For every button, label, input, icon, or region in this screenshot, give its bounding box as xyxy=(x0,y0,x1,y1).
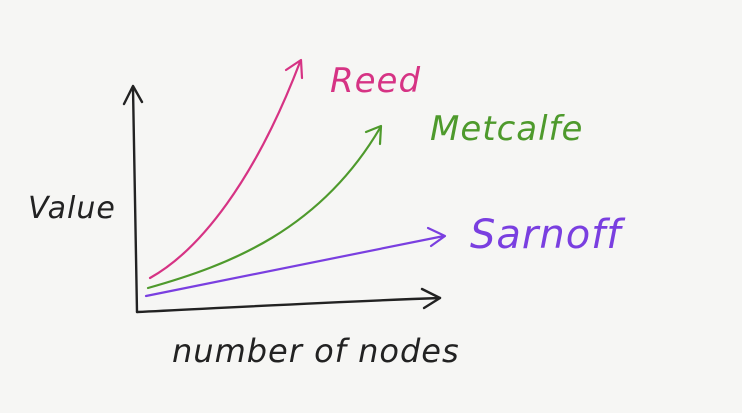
reed-label: Reed xyxy=(330,61,421,101)
x-axis-label: number of nodes xyxy=(172,332,460,370)
sarnoff-label: Sarnoff xyxy=(470,212,626,258)
y-axis-arrowhead xyxy=(122,84,144,106)
sarnoff-curve xyxy=(144,234,446,298)
y-axis-label: Value xyxy=(28,191,116,226)
metcalfe-curve xyxy=(146,126,382,290)
reed-arrowhead xyxy=(284,58,304,80)
metcalfe-arrowhead xyxy=(364,124,383,146)
sarnoff-arrowhead xyxy=(426,226,447,248)
x-axis xyxy=(135,296,442,314)
y-axis xyxy=(131,86,139,314)
metcalfe-label: Metcalfe xyxy=(430,109,583,149)
x-axis-arrowhead xyxy=(420,287,442,310)
reed-curve xyxy=(148,60,302,280)
